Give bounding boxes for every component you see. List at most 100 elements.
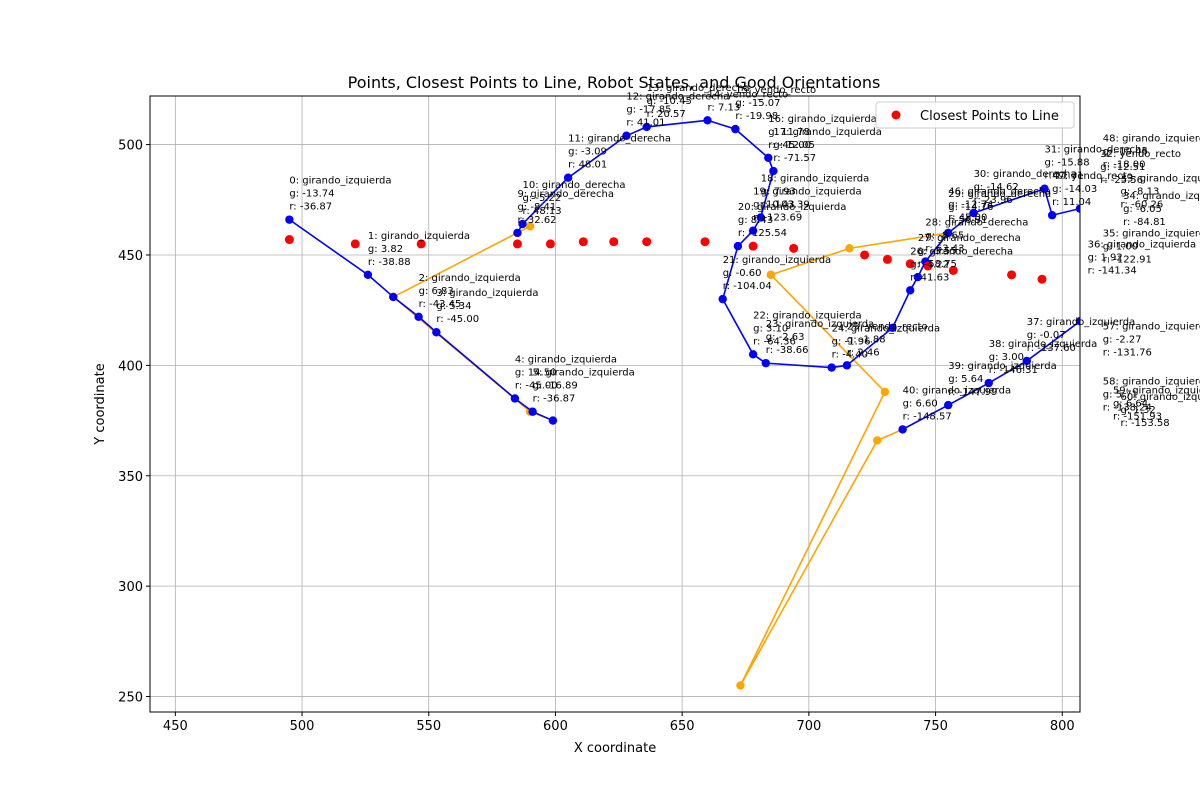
annotation-text: r: -153.58: [1121, 418, 1170, 429]
series-point: [363, 270, 373, 280]
annotation-text: g: -15.07: [735, 98, 780, 109]
annotation-text: g: -2.63: [766, 332, 805, 343]
annotation-text: g: 1.00: [1103, 242, 1138, 253]
annotation-text: 23: girando_izquierda: [766, 319, 875, 330]
grid: [150, 96, 1080, 712]
closest-point: [700, 237, 710, 247]
annotation-text: 1: girando_izquierda: [368, 231, 470, 242]
annotation-text: 47: yendo_recto: [1052, 171, 1133, 182]
series-point: [748, 226, 758, 235]
annotation-text: 18: girando_izquierda: [761, 173, 870, 184]
annotation-text: g: 8.43: [738, 215, 773, 226]
annotation-text: 27: girando_derecha: [918, 233, 1021, 244]
annotation-text: g: -8.13: [1121, 186, 1160, 197]
series-point: [756, 213, 765, 222]
annotation-text: 39: girando_izquierda: [948, 361, 1057, 372]
x-tick-label: 450: [163, 719, 188, 734]
annotation-text: 16: girando_izquierda: [768, 114, 877, 125]
annotation-text: g: -15.88: [1045, 158, 1090, 169]
annotation-text: g: -17.85: [626, 105, 671, 116]
series-point: [513, 228, 522, 238]
series-point: [944, 228, 953, 238]
annotation-text: r: 58.75: [918, 259, 957, 270]
annotation-text: r: 63.43: [925, 244, 964, 255]
y-tick-label: 500: [118, 139, 143, 154]
closest-point: [578, 237, 588, 247]
y-axis-label: Y coordinate: [93, 363, 108, 445]
series-line: [392, 225, 531, 298]
annotation-text: r: 48.01: [568, 160, 607, 171]
annotation-text: 28: girando_derecha: [925, 218, 1028, 229]
series-point: [389, 292, 398, 302]
annotation-text: 13: girando_derecha: [647, 83, 750, 94]
annotation-text: r: -147.99: [948, 387, 997, 398]
series-point: [622, 131, 631, 140]
annotation-text: g: 12.05: [773, 140, 815, 151]
annotation-text: r: -137.60: [1027, 343, 1076, 354]
annotation-text: r: -123.69: [753, 213, 802, 224]
closest-point: [948, 265, 958, 275]
annotation-text: g: 3.82: [368, 244, 403, 255]
annotation-text: 36: girando_izquierda: [1088, 240, 1197, 251]
annotation-text: g: -3.09: [568, 147, 607, 158]
series-point: [827, 363, 836, 372]
annotation-text: r: 11.04: [1052, 197, 1091, 208]
annotation-text: 37: girando_izquierda: [1027, 317, 1136, 328]
annotation-text: g: 3.00: [989, 352, 1024, 363]
annotation-text: g: 10.43: [753, 200, 795, 211]
annotation-text: g: -19.45: [1103, 147, 1148, 158]
series-line: [516, 119, 1080, 369]
annotation-text: r: -103.39: [761, 199, 810, 210]
series-point: [510, 394, 520, 403]
annotation-text: g: 3.10: [753, 323, 788, 334]
annotation-text: 46: girando_derecha: [948, 187, 1051, 198]
closest-point: [416, 239, 426, 249]
annotation-text: g: -3.55: [918, 246, 957, 257]
closest-point: [545, 239, 555, 249]
closest-point: [860, 250, 870, 260]
closest-point: [748, 241, 758, 251]
closest-point: [284, 235, 294, 245]
annotation-text: g: 11.78: [768, 127, 810, 138]
annotation-text: 20: girando_izquierda: [738, 202, 847, 213]
series-point: [733, 241, 743, 251]
series-point: [1047, 211, 1057, 220]
x-tick-label: 500: [290, 719, 315, 734]
annotation-text: g: 14.50: [515, 367, 557, 378]
x-axis-label: X coordinate: [574, 741, 656, 756]
annotation-text: r: 32.62: [517, 215, 556, 226]
series-point: [764, 153, 773, 163]
annotation-text: g: 6.60: [903, 398, 938, 409]
annotation-text: g: 6.64: [1113, 398, 1148, 409]
annotation-text: 9: girando_derecha: [517, 189, 614, 200]
annotation-text: r: -60.26: [1121, 199, 1164, 210]
annotation-text: g: -14.03: [1052, 184, 1097, 195]
annotation-text: r: -18.00: [1103, 160, 1146, 171]
closest-point: [609, 237, 619, 247]
series-point: [842, 361, 852, 370]
annotation-text: g: -12.74: [948, 200, 993, 211]
annotation-text: r: -43.45: [419, 299, 462, 310]
annotation-text: 58: girando_izquierda: [1103, 377, 1200, 388]
annotation-text: r: -45.00: [515, 380, 558, 391]
annotation-text: 25: yendo_recto: [847, 321, 928, 332]
series-point: [642, 122, 651, 132]
x-tick-label: 700: [796, 719, 821, 734]
x-tick-label: 650: [670, 719, 695, 734]
x-tick-label: 750: [923, 719, 948, 734]
annotation-text: r: -71.57: [773, 153, 816, 164]
annotation-text: 48: girando_izquierda: [1103, 134, 1200, 145]
annotation-text: r: -38.88: [368, 257, 411, 268]
closest-point: [923, 261, 933, 271]
annotation-text: g: -0.60: [723, 268, 762, 279]
series-point: [1022, 356, 1031, 366]
series-point: [769, 166, 778, 176]
series-point: [518, 219, 527, 229]
annotation-text: 0: girando_izquierda: [289, 176, 391, 187]
series-point: [1075, 317, 1080, 326]
x-tick-label: 600: [543, 719, 568, 734]
annotation-text: r: -141.34: [1088, 266, 1137, 277]
annotation-text: g: -14.76: [948, 202, 993, 213]
annotation-text: g: -8.41: [517, 202, 556, 213]
closest-point: [905, 259, 915, 269]
